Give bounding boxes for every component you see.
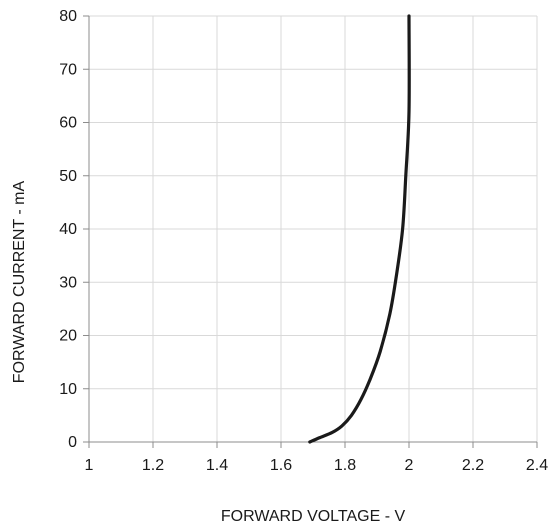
y-tick-label: 60 <box>59 115 77 132</box>
series-layer <box>308 14 411 444</box>
y-tick-label: 20 <box>59 328 77 345</box>
y-tick-label: 0 <box>68 434 77 451</box>
x-axis-title: FORWARD VOLTAGE - V <box>221 508 406 525</box>
x-tick-label: 2 <box>405 457 414 474</box>
x-tick-label: 1 <box>85 457 94 474</box>
y-tick-label: 10 <box>59 381 77 398</box>
grid-layer <box>89 15 538 442</box>
x-tick-label: 2.2 <box>462 457 484 474</box>
x-tick-label: 1.2 <box>142 457 164 474</box>
x-tick-label: 1.6 <box>270 457 292 474</box>
y-tick-label: 40 <box>59 221 77 238</box>
x-tick-label: 1.4 <box>206 457 228 474</box>
iv-curve-line <box>308 14 411 444</box>
x-tick-label: 1.8 <box>334 457 356 474</box>
y-tick-label: 30 <box>59 274 77 291</box>
y-tick-label: 50 <box>59 168 77 185</box>
x-tick-label: 2.4 <box>526 457 548 474</box>
y-tick-label: 70 <box>59 61 77 78</box>
y-axis-title: FORWARD CURRENT - mA <box>11 180 28 383</box>
axis-layer <box>83 15 538 448</box>
label-layer: 1 1.2 1.4 1.6 1.8 2 2.2 2.4 0 10 20 30 40 50 60 70 80 <box>59 8 548 474</box>
y-tick-label: 80 <box>59 8 77 25</box>
